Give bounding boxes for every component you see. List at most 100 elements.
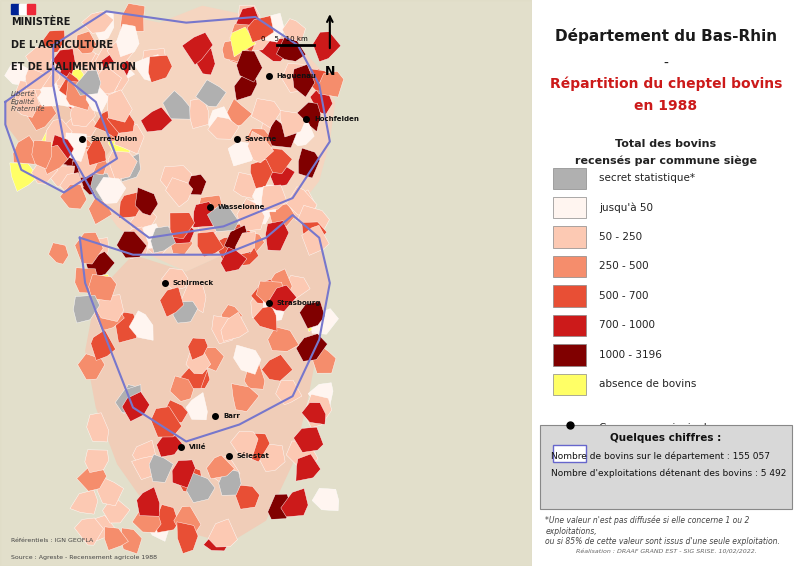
Polygon shape xyxy=(155,504,178,533)
Polygon shape xyxy=(186,393,207,420)
Polygon shape xyxy=(86,516,117,541)
Polygon shape xyxy=(177,466,202,494)
Polygon shape xyxy=(148,55,172,83)
Polygon shape xyxy=(169,222,194,243)
Polygon shape xyxy=(305,306,328,332)
Polygon shape xyxy=(166,178,193,207)
Polygon shape xyxy=(13,135,39,164)
Polygon shape xyxy=(151,406,182,437)
Text: Barr: Barr xyxy=(223,413,240,419)
Polygon shape xyxy=(0,0,532,566)
Text: Sélestat: Sélestat xyxy=(237,453,270,458)
Polygon shape xyxy=(105,527,128,551)
Text: 700 - 1000: 700 - 1000 xyxy=(599,320,655,331)
Polygon shape xyxy=(56,68,87,91)
Polygon shape xyxy=(121,153,141,182)
Text: jusqu'à 50: jusqu'à 50 xyxy=(599,203,653,213)
Polygon shape xyxy=(256,281,285,307)
Polygon shape xyxy=(230,431,258,459)
Text: Nombre d'exploitations détenant des bovins : 5 492: Nombre d'exploitations détenant des bovi… xyxy=(550,469,786,478)
Text: 0    5   10 km: 0 5 10 km xyxy=(262,36,308,42)
Polygon shape xyxy=(259,444,285,471)
Polygon shape xyxy=(250,159,273,188)
Polygon shape xyxy=(54,75,78,101)
Polygon shape xyxy=(263,13,285,42)
FancyBboxPatch shape xyxy=(554,285,586,307)
Polygon shape xyxy=(97,478,124,506)
Polygon shape xyxy=(246,128,274,159)
Polygon shape xyxy=(186,351,210,374)
Polygon shape xyxy=(90,330,115,361)
FancyBboxPatch shape xyxy=(554,315,586,336)
Polygon shape xyxy=(135,187,158,216)
Polygon shape xyxy=(89,274,117,301)
Polygon shape xyxy=(299,302,325,329)
Polygon shape xyxy=(310,91,333,114)
Polygon shape xyxy=(276,380,302,405)
Polygon shape xyxy=(256,284,276,310)
Polygon shape xyxy=(118,227,148,259)
Polygon shape xyxy=(262,354,293,381)
Polygon shape xyxy=(306,69,333,92)
Polygon shape xyxy=(85,450,109,473)
Polygon shape xyxy=(188,338,208,360)
Polygon shape xyxy=(250,291,272,318)
Polygon shape xyxy=(263,148,292,174)
Polygon shape xyxy=(247,16,274,42)
Polygon shape xyxy=(183,174,206,195)
Polygon shape xyxy=(253,185,279,212)
Polygon shape xyxy=(60,173,83,196)
Polygon shape xyxy=(286,441,318,469)
Polygon shape xyxy=(93,68,122,95)
Polygon shape xyxy=(295,102,321,132)
Polygon shape xyxy=(62,133,95,156)
Polygon shape xyxy=(122,392,150,422)
Polygon shape xyxy=(27,101,57,131)
Polygon shape xyxy=(262,115,283,145)
Text: 500 - 700: 500 - 700 xyxy=(599,291,649,301)
Polygon shape xyxy=(107,39,134,67)
Polygon shape xyxy=(142,49,166,74)
Polygon shape xyxy=(108,151,138,180)
Polygon shape xyxy=(234,345,261,374)
Polygon shape xyxy=(132,509,161,533)
Polygon shape xyxy=(160,166,192,194)
FancyBboxPatch shape xyxy=(554,197,586,218)
Polygon shape xyxy=(32,140,51,169)
Polygon shape xyxy=(75,268,98,293)
Polygon shape xyxy=(46,72,69,95)
Text: Nombre de bovins sur le département : 155 057: Nombre de bovins sur le département : 15… xyxy=(550,452,770,461)
Polygon shape xyxy=(241,434,270,462)
Polygon shape xyxy=(66,133,86,162)
Polygon shape xyxy=(282,63,314,92)
Polygon shape xyxy=(94,47,123,74)
Polygon shape xyxy=(94,70,118,98)
Polygon shape xyxy=(262,185,287,212)
Polygon shape xyxy=(76,145,107,175)
Polygon shape xyxy=(90,173,114,201)
Polygon shape xyxy=(137,487,160,516)
Polygon shape xyxy=(86,251,115,278)
FancyBboxPatch shape xyxy=(554,168,586,189)
Polygon shape xyxy=(199,348,224,371)
Polygon shape xyxy=(150,226,175,253)
Polygon shape xyxy=(286,187,317,216)
Polygon shape xyxy=(312,344,336,373)
Polygon shape xyxy=(26,61,52,89)
Polygon shape xyxy=(173,301,198,323)
Text: DE L'AGRICULTURE: DE L'AGRICULTURE xyxy=(10,40,113,50)
Polygon shape xyxy=(31,158,58,185)
Polygon shape xyxy=(181,281,206,312)
Polygon shape xyxy=(230,224,254,251)
Polygon shape xyxy=(235,485,260,509)
Polygon shape xyxy=(296,333,327,361)
Text: Source : Agreste - Recensement agricole 1988: Source : Agreste - Recensement agricole … xyxy=(10,555,157,560)
Polygon shape xyxy=(197,213,222,239)
Polygon shape xyxy=(108,118,138,142)
Polygon shape xyxy=(76,31,97,54)
Polygon shape xyxy=(231,384,259,411)
Polygon shape xyxy=(81,173,111,195)
Polygon shape xyxy=(157,435,182,457)
Polygon shape xyxy=(186,473,215,503)
Polygon shape xyxy=(246,200,273,224)
